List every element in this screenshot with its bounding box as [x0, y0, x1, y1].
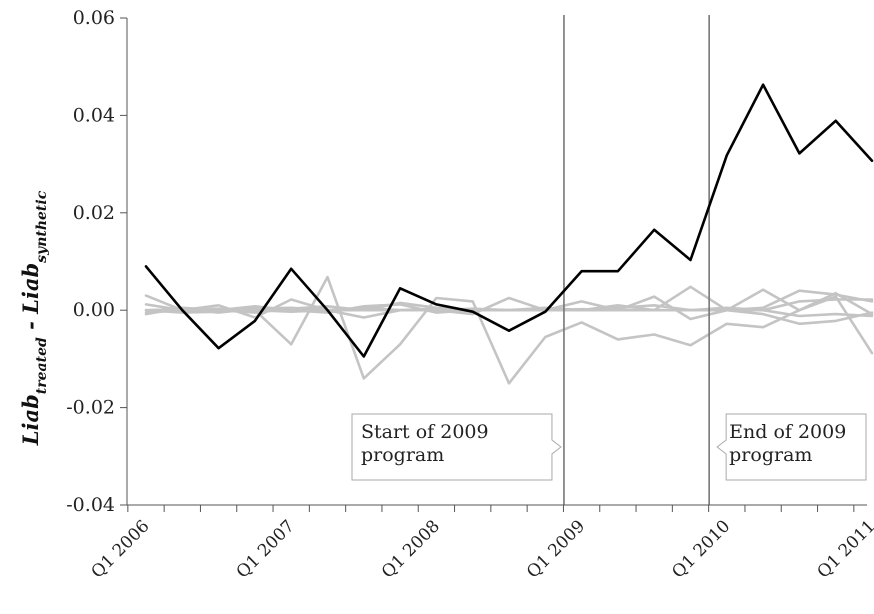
placebo-series-line-1 [144, 275, 874, 385]
x-tick-label: Q1 2009 [523, 516, 589, 582]
start-annotation-text: program [361, 444, 444, 466]
placebo-series-group [144, 275, 874, 385]
end-annotation-box [716, 413, 867, 481]
y-tick-label: 0.06 [73, 7, 115, 29]
end-annotation-text: End of 2009 [729, 421, 846, 443]
program-vertical-lines [563, 15, 710, 505]
x-tick-label: Q1 2008 [378, 516, 444, 582]
treated-series-group [144, 83, 874, 358]
axes [120, 17, 867, 512]
x-tick-label: Q1 2007 [233, 516, 299, 582]
start-annotation-text: Start of 2009 [361, 421, 489, 443]
y-label-treated-main: Liab [18, 394, 43, 446]
y-tick-label: 0.04 [73, 104, 115, 126]
y-axis-label: Liabtreated - Liabsynthetic [18, 190, 50, 446]
end-annotation-text: program [729, 444, 812, 466]
y-tick-label: -0.04 [66, 494, 115, 516]
y-tick-label: 0.02 [73, 202, 115, 224]
start-annotation-box [351, 413, 562, 481]
treated-series-line [144, 83, 874, 358]
y-label-treated-sub: treated [34, 337, 50, 394]
y-tick-label: 0.00 [73, 299, 115, 321]
y-label-synthetic-sub: synthetic [34, 190, 50, 263]
y-label-separator: - [18, 314, 43, 337]
y-label-synthetic-main: Liab [18, 263, 43, 315]
x-tick-label: Q1 2006 [87, 516, 153, 582]
x-tick-labels: Q1 2006 Q1 2007 Q1 2008 Q1 2009 Q1 2010 Q1 20… [87, 516, 874, 582]
y-tick-label: -0.02 [66, 397, 115, 419]
y-tick-labels: 0.06 0.04 0.02 0.00 -0.02 -0.04 [66, 7, 115, 516]
x-tick-label: Q1 2010 [668, 516, 734, 582]
placebo-series-line-6 [144, 306, 874, 318]
x-tick-label: Q1 2011 [813, 516, 874, 582]
